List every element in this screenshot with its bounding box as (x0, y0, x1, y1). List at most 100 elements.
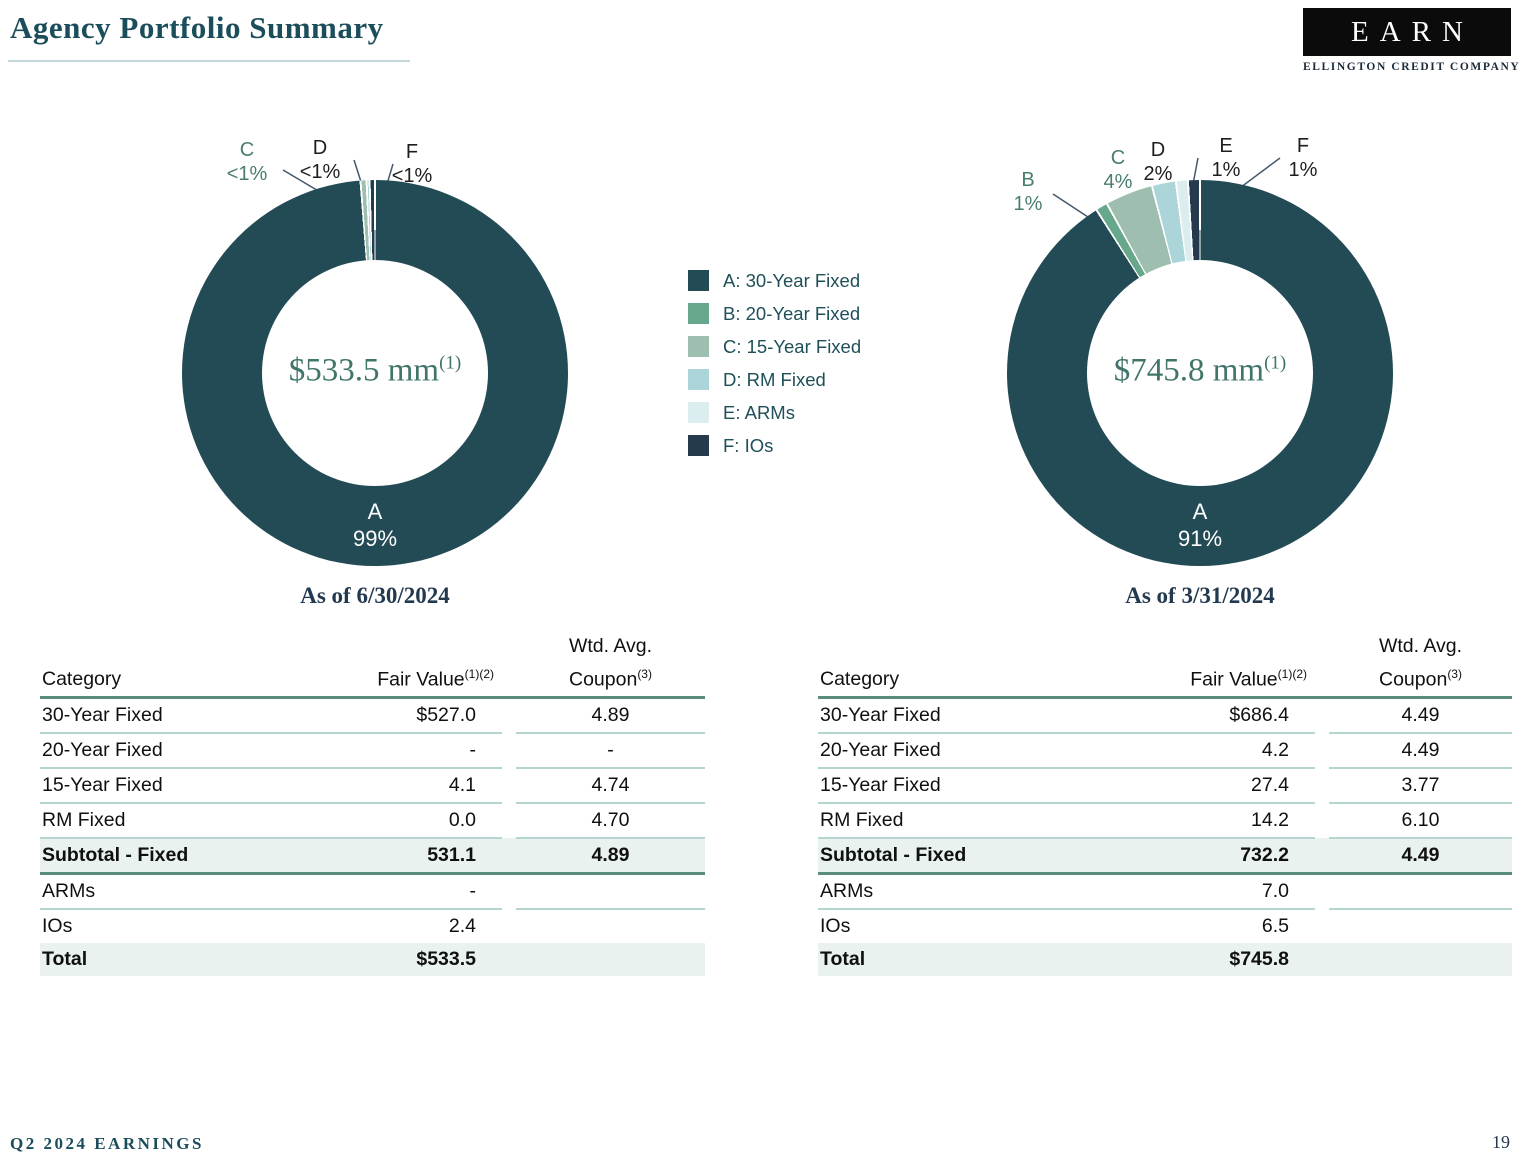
cell-fair-value: 732.2 (1108, 838, 1315, 875)
cell-coupon: - (516, 733, 705, 769)
slice-a-label: A 99% (182, 498, 568, 552)
portfolio-table-left: Wtd. Avg. Category Fair Value(1)(2) Coup… (40, 630, 705, 976)
cell-coupon (1329, 943, 1512, 976)
center-value-text: $533.5 mm (288, 352, 440, 389)
cell-fair-value: - (302, 873, 502, 910)
cell-fair-value: 14.2 (1108, 803, 1315, 839)
slice-callout-D: D <1% (299, 137, 341, 183)
table-row: ARMs - (40, 873, 705, 910)
table-row: ARMs 7.0 (818, 873, 1512, 910)
company-logo: EARN ELLINGTON CREDIT COMPANY (1303, 8, 1519, 73)
cell-category: RM Fixed (40, 803, 302, 839)
cell-gap (1315, 768, 1329, 803)
legend-item-F: F: IOs (688, 435, 861, 456)
cell-gap (502, 943, 516, 976)
cell-category: 20-Year Fixed (40, 733, 302, 769)
cell-gap (1315, 803, 1329, 838)
legend-item-D: D: RM Fixed (688, 369, 861, 390)
donut-hole (1087, 260, 1313, 486)
cell-gap (1315, 838, 1329, 875)
slice-callout-B: B 1% (1013, 169, 1043, 215)
header-coupon: Coupon(3) (1329, 663, 1512, 699)
legend-item-A: A: 30-Year Fixed (688, 270, 861, 291)
cell-gap (502, 698, 516, 734)
donut-chart-right: $745.8 mm(1) A 91% B 1% C 4% D 2% E 1% F 1% As of… (975, 118, 1445, 628)
cell-category: IOs (42, 915, 73, 937)
cell-gap (1315, 733, 1329, 768)
header-category: Category (40, 663, 302, 699)
header-wtd-avg: Wtd. Avg. (568, 635, 653, 657)
cell-category: ARMs (818, 873, 1108, 910)
cell-gap (502, 874, 516, 910)
cell-category: ARMs (40, 873, 302, 910)
header-fair-value: Fair Value(1)(2) (1108, 663, 1315, 699)
cell-fair-value: 531.1 (302, 838, 502, 875)
donut-chart-left: $533.5 mm(1) A 99% C <1% D <1% F <1% As of 6/… (150, 118, 620, 628)
slice-callout-F: F 1% (1288, 135, 1318, 181)
cell-coupon: 4.49 (1329, 733, 1512, 769)
cell-coupon (516, 943, 705, 976)
cell-fair-value: $527.0 (302, 697, 502, 734)
cell-coupon (516, 873, 705, 910)
legend-swatch (688, 336, 709, 357)
donut-hole (262, 260, 488, 486)
legend-item-B: B: 20-Year Fixed (688, 303, 861, 324)
portfolio-total-value: $745.8 mm(1) (1007, 352, 1393, 389)
cell-category: Subtotal - Fixed (40, 838, 302, 875)
center-value-footnote: (1) (439, 352, 462, 374)
table-row: RM Fixed 0.0 4.70 (40, 803, 705, 839)
cell-gap (502, 838, 516, 875)
cell-coupon (1329, 873, 1512, 910)
cell-coupon (1329, 909, 1512, 943)
legend-swatch (688, 303, 709, 324)
slice-callout-C: C 4% (1103, 147, 1133, 193)
cell-gap (1315, 909, 1329, 943)
cell-coupon: 4.74 (516, 768, 705, 804)
donut-ring: $745.8 mm(1) A 91% (1007, 180, 1393, 566)
table-row: Total $745.8 (818, 943, 1512, 976)
cell-fair-value: - (302, 733, 502, 769)
footer-label: Q2 2024 EARNINGS (10, 1134, 204, 1153)
cell-fair-value: $745.8 (1108, 943, 1315, 976)
slice-a-key: A (367, 499, 383, 524)
cell-coupon: 6.10 (1329, 803, 1512, 839)
table-row: RM Fixed 14.2 6.10 (818, 803, 1512, 839)
legend-label: F: IOs (723, 434, 774, 456)
cell-coupon: 4.49 (1329, 838, 1512, 875)
legend-label: B: 20-Year Fixed (723, 302, 861, 324)
cell-coupon: 4.89 (516, 697, 705, 734)
title-underline (8, 60, 410, 62)
page-title: Agency Portfolio Summary (10, 10, 384, 45)
cell-coupon: 4.49 (1329, 697, 1512, 734)
cell-category: Total (818, 943, 1108, 976)
slice-callout-E: E 1% (1211, 135, 1241, 181)
legend-swatch (688, 369, 709, 390)
legend-swatch (688, 435, 709, 456)
table-row: IOs 2.4 (40, 909, 705, 943)
table-row: Subtotal - Fixed 732.2 4.49 (818, 838, 1512, 875)
cell-category: 20-Year Fixed (818, 733, 1108, 769)
legend-item-C: C: 15-Year Fixed (688, 336, 861, 357)
legend-label: C: 15-Year Fixed (723, 335, 862, 357)
slice-a-pct: 99% (352, 526, 398, 551)
legend-swatch (688, 402, 709, 423)
cell-coupon: 4.70 (516, 803, 705, 839)
cell-gap (502, 733, 516, 768)
portfolio-table-right: Wtd. Avg. Category Fair Value(1)(2) Coup… (818, 630, 1512, 976)
cell-gap (1315, 874, 1329, 910)
cell-fair-value: 4.2 (1108, 733, 1315, 769)
table-row: 20-Year Fixed 4.2 4.49 (818, 733, 1512, 769)
cell-category: 30-Year Fixed (818, 697, 1108, 734)
cell-gap (502, 768, 516, 803)
portfolio-total-value: $533.5 mm(1) (182, 352, 568, 389)
slice-a-pct: 91% (1177, 526, 1223, 551)
cell-category: 30-Year Fixed (40, 697, 302, 734)
header-category: Category (818, 663, 1108, 699)
slice-callout-D: D 2% (1143, 139, 1173, 185)
chart-caption: As of 6/30/2024 (300, 583, 450, 608)
cell-category: Total (40, 943, 302, 976)
cell-category: 15-Year Fixed (40, 768, 302, 804)
header-coupon: Coupon(3) (516, 663, 705, 699)
cell-fair-value: $533.5 (302, 943, 502, 976)
legend-label: D: RM Fixed (723, 368, 826, 390)
